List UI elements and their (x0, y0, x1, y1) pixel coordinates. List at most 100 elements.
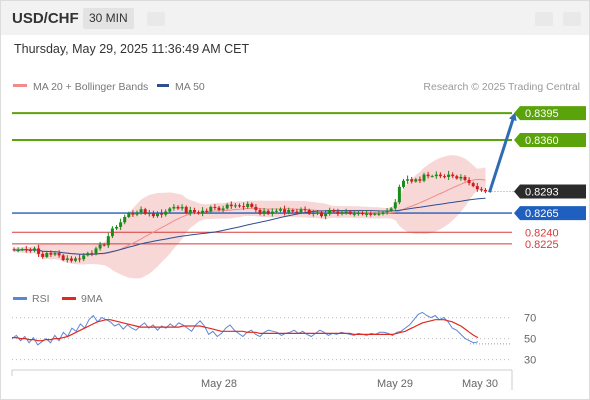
candle (123, 214, 127, 225)
x-tick-label: May 30 (462, 378, 498, 390)
candle (307, 208, 311, 215)
candle (393, 199, 397, 212)
candle (426, 171, 430, 179)
candle-body (250, 203, 254, 207)
timeframe-badge[interactable]: 30 MIN (83, 8, 134, 29)
candle-body (246, 203, 250, 207)
candle-body (266, 210, 270, 214)
candle (16, 247, 20, 253)
candle (430, 174, 434, 178)
candle (221, 205, 225, 213)
rsi-tick-50: 50 (524, 334, 536, 346)
candle-body (475, 186, 479, 190)
candle (414, 177, 418, 183)
candle-body (471, 183, 475, 187)
candle (225, 203, 229, 210)
candle (381, 210, 385, 216)
candle (98, 241, 102, 251)
candle-body (217, 207, 221, 210)
candle-body (74, 258, 77, 261)
toolbar-placeholder-icon (563, 12, 581, 26)
support-tag-1: 0.8265 (514, 206, 586, 221)
candle (361, 211, 364, 216)
candle-body (147, 213, 151, 215)
candle (192, 207, 196, 215)
legend-ma20-label: MA 20 + Bollinger Bands (33, 81, 148, 93)
target-arrow (488, 112, 517, 193)
candle (61, 254, 65, 262)
candle (147, 209, 151, 217)
candle-body (110, 228, 114, 237)
candle (332, 208, 336, 213)
candle-body (340, 212, 344, 214)
candle (37, 244, 41, 257)
candle-body (295, 211, 299, 213)
candle (443, 174, 446, 179)
candle (254, 204, 258, 213)
candle-body (455, 176, 459, 179)
candle (340, 210, 344, 216)
ma50-line (14, 197, 486, 255)
candle-body (131, 213, 135, 215)
candle-body (24, 249, 28, 251)
candle-body (356, 213, 360, 215)
candle-body (12, 249, 16, 251)
candle (377, 211, 381, 217)
candle-body (164, 211, 168, 215)
candle (168, 207, 172, 213)
candle-body (69, 258, 73, 261)
candle (344, 208, 348, 215)
x-tick-label: May 28 (201, 378, 237, 390)
candle-body (123, 216, 127, 223)
candle-body (160, 213, 164, 215)
candle-body (336, 211, 340, 214)
candle-body (447, 174, 451, 177)
candle-body (78, 258, 82, 260)
candle-body (274, 210, 278, 212)
legend-9ma-swatch (62, 297, 76, 300)
candle (197, 210, 200, 215)
candle (402, 178, 405, 189)
candle (131, 210, 135, 217)
candle (246, 201, 250, 209)
timestamp: Thursday, May 29, 2025 11:36:49 AM CET (14, 42, 250, 56)
candle (348, 210, 352, 215)
candle (156, 211, 159, 218)
candle (467, 177, 471, 186)
candle (213, 204, 217, 210)
candle-body (65, 258, 69, 260)
support-tag-1-bg (514, 206, 586, 221)
candle-body (279, 209, 282, 211)
candle-body (41, 253, 45, 257)
candle (119, 218, 123, 230)
candle (279, 207, 282, 213)
candle-body (320, 212, 323, 217)
candle (86, 251, 90, 257)
candle (315, 210, 319, 215)
candle-body (307, 210, 311, 214)
rsi-tick-70: 70 (524, 313, 536, 325)
candle-body (53, 253, 57, 255)
candle-body (242, 206, 246, 208)
candle-body (410, 179, 414, 182)
source-credit: Research © 2025 Trading Central (423, 81, 580, 93)
resistance-tag-1: 0.8395 (514, 106, 586, 121)
candle-body (61, 255, 65, 260)
candle-body (397, 186, 401, 203)
candle (33, 246, 36, 253)
candle (102, 243, 106, 247)
candle (336, 208, 340, 217)
candle-body (311, 213, 315, 215)
candle-body (106, 236, 110, 246)
candle-body (422, 174, 426, 181)
candle (266, 209, 270, 215)
candle (283, 205, 287, 216)
candle-body (37, 248, 41, 254)
candle (369, 211, 373, 217)
candle-body (102, 244, 106, 246)
candle (233, 203, 237, 209)
candle-body (303, 209, 307, 211)
candle (434, 171, 438, 179)
rsi-tick-30: 30 (524, 355, 536, 367)
